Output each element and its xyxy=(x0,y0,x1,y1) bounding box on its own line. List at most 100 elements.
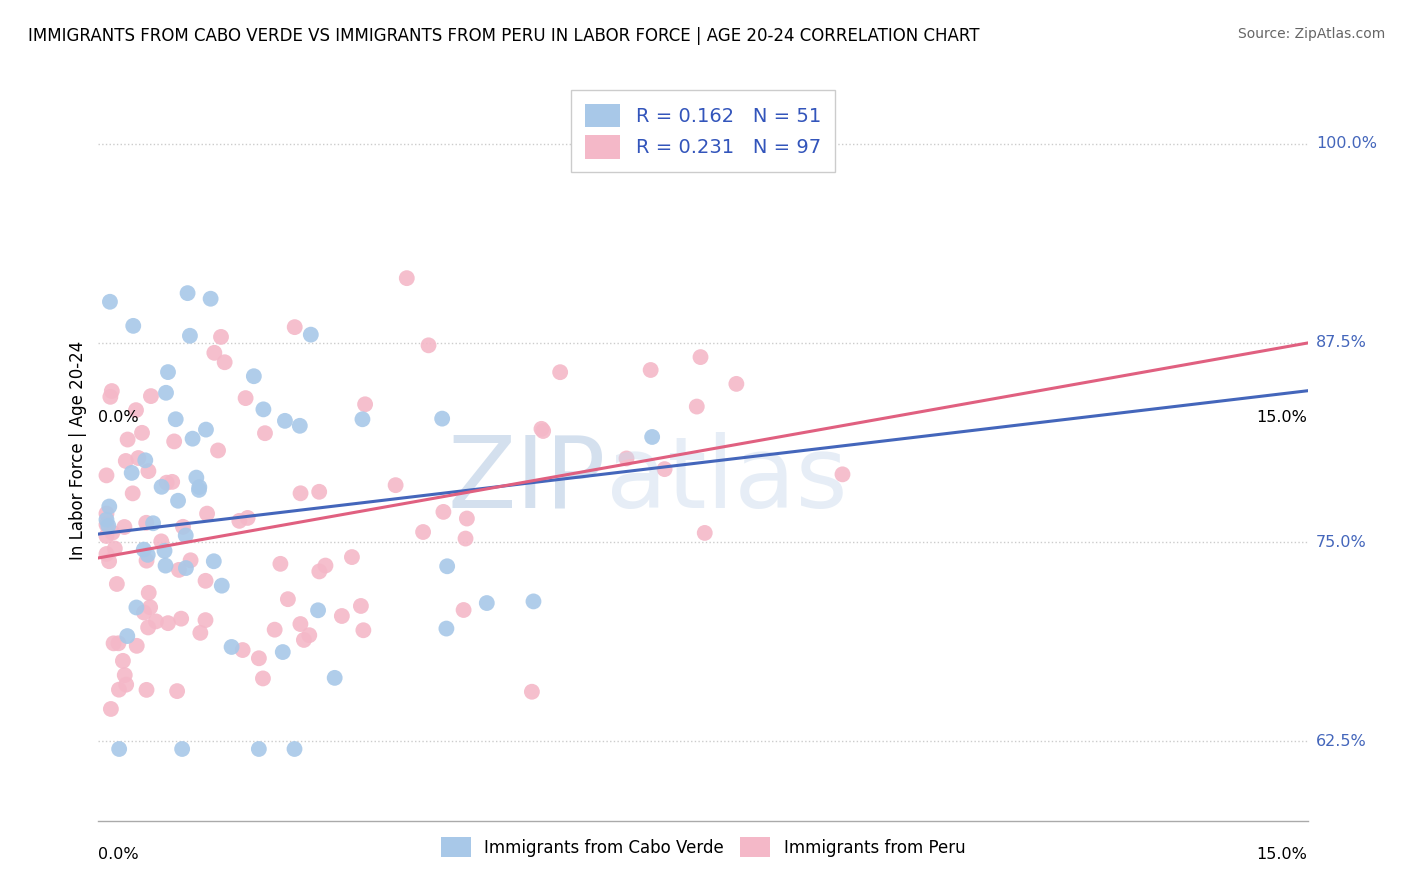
Point xyxy=(247,742,270,756)
Point xyxy=(176,286,198,301)
Point xyxy=(284,320,307,334)
Point xyxy=(283,742,305,756)
Point xyxy=(114,668,136,682)
Point xyxy=(121,466,143,480)
Point xyxy=(269,557,291,571)
Point xyxy=(641,430,664,444)
Point xyxy=(98,294,121,309)
Point xyxy=(211,579,233,593)
Point xyxy=(277,592,299,607)
Y-axis label: In Labor Force | Age 20-24: In Labor Force | Age 20-24 xyxy=(69,341,87,560)
Point xyxy=(101,525,124,540)
Point xyxy=(299,327,322,342)
Point xyxy=(155,558,177,573)
Point xyxy=(640,363,662,377)
Point xyxy=(252,402,274,417)
Point xyxy=(418,338,440,352)
Point xyxy=(96,547,118,561)
Point xyxy=(174,528,197,542)
Point xyxy=(111,654,134,668)
Point xyxy=(314,558,336,573)
Point xyxy=(135,516,157,530)
Point xyxy=(330,609,353,624)
Point xyxy=(181,432,204,446)
Point xyxy=(308,565,330,579)
Point xyxy=(686,400,709,414)
Point xyxy=(155,385,177,400)
Point xyxy=(104,541,127,556)
Point xyxy=(127,450,149,465)
Point xyxy=(432,505,454,519)
Point xyxy=(97,518,120,533)
Point xyxy=(412,524,434,539)
Point xyxy=(453,603,475,617)
Point xyxy=(160,475,183,489)
Point xyxy=(290,617,312,632)
Point xyxy=(167,563,190,577)
Text: 0.0%: 0.0% xyxy=(98,847,139,863)
Text: Source: ZipAtlas.com: Source: ZipAtlas.com xyxy=(1237,27,1385,41)
Text: ZIP: ZIP xyxy=(449,432,606,529)
Point xyxy=(298,628,321,642)
Point xyxy=(131,425,153,440)
Point xyxy=(132,542,155,557)
Point xyxy=(170,612,193,626)
Point xyxy=(167,493,190,508)
Point xyxy=(252,672,274,686)
Point xyxy=(108,682,131,697)
Point xyxy=(150,534,173,549)
Point xyxy=(165,412,187,426)
Point xyxy=(114,454,136,468)
Point xyxy=(228,514,250,528)
Point xyxy=(186,470,208,484)
Point xyxy=(188,625,211,640)
Point xyxy=(98,500,121,514)
Point xyxy=(174,561,197,575)
Point xyxy=(308,484,330,499)
Point xyxy=(436,622,458,636)
Point xyxy=(135,554,157,568)
Point xyxy=(194,423,217,437)
Point xyxy=(115,678,138,692)
Point xyxy=(166,684,188,698)
Point xyxy=(180,553,202,567)
Point xyxy=(136,548,159,562)
Point xyxy=(103,636,125,650)
Point xyxy=(454,532,477,546)
Point xyxy=(96,513,118,527)
Point xyxy=(243,369,266,384)
Point xyxy=(108,742,131,756)
Point xyxy=(207,443,229,458)
Point xyxy=(352,412,374,426)
Point xyxy=(98,554,121,568)
Point xyxy=(290,486,312,500)
Point xyxy=(395,271,418,285)
Point xyxy=(145,615,167,629)
Point xyxy=(214,355,236,369)
Point xyxy=(172,520,194,534)
Point xyxy=(101,384,124,398)
Legend: Immigrants from Cabo Verde, Immigrants from Peru: Immigrants from Cabo Verde, Immigrants f… xyxy=(434,830,972,864)
Point xyxy=(100,702,122,716)
Point xyxy=(253,426,276,441)
Point xyxy=(384,478,406,492)
Point xyxy=(352,624,374,638)
Point xyxy=(96,517,118,532)
Point xyxy=(221,640,243,654)
Point xyxy=(522,594,544,608)
Point xyxy=(209,330,232,344)
Point xyxy=(292,632,315,647)
Point xyxy=(135,682,157,697)
Point xyxy=(274,414,297,428)
Point xyxy=(247,651,270,665)
Point xyxy=(105,577,128,591)
Point xyxy=(156,475,179,490)
Point xyxy=(136,620,159,634)
Point xyxy=(831,467,853,482)
Point xyxy=(689,350,711,364)
Point xyxy=(107,636,129,650)
Point xyxy=(112,520,135,534)
Point xyxy=(96,468,118,483)
Point xyxy=(153,544,176,558)
Point xyxy=(200,292,222,306)
